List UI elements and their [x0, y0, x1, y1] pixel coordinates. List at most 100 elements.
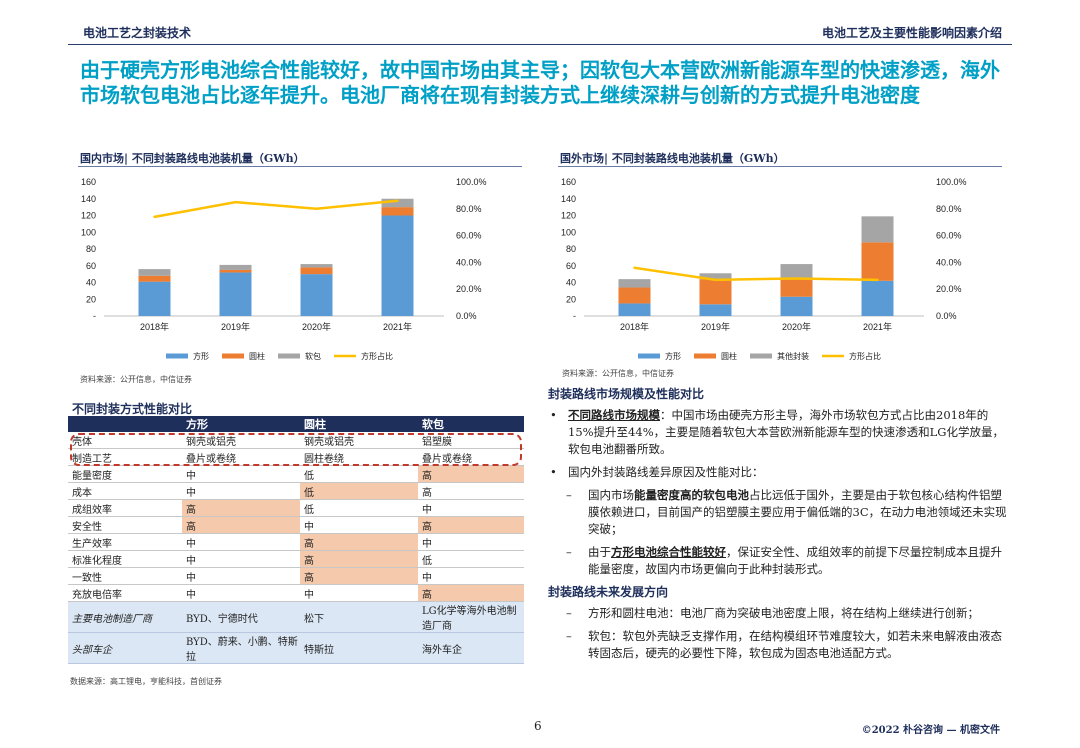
row-label-cell: 一致性 [68, 567, 182, 585]
subpoint-text: 方形和圆柱电池：电池厂商为突破电池密度上限，将在结构上继续进行创新； [588, 606, 979, 620]
y-axis-tick-label: 100 [81, 227, 96, 237]
bar-segment-square [381, 215, 414, 316]
bar-segment-square [861, 280, 894, 316]
text-run: ，保证安全性、成组效率的前提下尽量控制成本且提升能量密度，故国内市场更偏向于此种… [588, 545, 1002, 576]
text-run: 国内外封装路线差异原因及性能对比： [568, 465, 764, 479]
y2-axis-tick-label: 80.0% [936, 204, 962, 214]
legend-swatch [694, 353, 716, 359]
domestic-chart-source: 资料来源：公开信息，中信证券 [80, 375, 192, 384]
table-cell: 钢壳或铝壳 [300, 432, 418, 449]
table-cell: 高 [418, 465, 524, 483]
subpoint-text: 国内市场能量密度高的软包电池占比远低于国外，主要是由于软包核心结构件铝塑膜依赖进… [588, 488, 1007, 536]
y2-axis-tick-label: 0.0% [456, 311, 477, 321]
page-number: 6 [534, 719, 542, 733]
bullet-text: 国内外封装路线差异原因及性能对比： [568, 465, 764, 479]
header-section-title: 电池工艺之封装技术 [83, 26, 192, 40]
share-line-point [396, 199, 399, 202]
dash-marker: – [566, 629, 572, 643]
legend-swatch [166, 353, 188, 359]
y-axis-tick-label: 140 [81, 194, 96, 204]
bar-segment-cylinder [618, 287, 651, 304]
y-axis-tick-label: 120 [561, 211, 576, 221]
table-cell: 高 [418, 516, 524, 534]
table-cell: 中 [418, 533, 524, 551]
y2-axis-tick-label: 20.0% [456, 284, 482, 294]
y2-axis-tick-label: 60.0% [456, 231, 482, 241]
row-label-cell: 头部车企 [68, 632, 182, 664]
domestic-chart-title: 国内市场| 不同封装路线电池装机量（GWh） [80, 152, 305, 165]
row-label-cell: 充放电倍率 [68, 584, 182, 602]
table-header-cell: 圆柱 [300, 416, 418, 432]
section-heading-future: 封装路线未来发展方向 [548, 585, 669, 599]
bar-segment-cylinder [219, 269, 252, 273]
table-cell: 钢壳或铝壳 [182, 432, 300, 449]
subpoint-text: 由于方形电池综合性能较好，保证安全性、成组效率的前提下尽量控制成本且提升能量密度… [588, 545, 1002, 576]
overseas-chart-source: 资料来源：公开信息，中信证券 [562, 369, 674, 378]
table-cell: 中 [182, 550, 300, 568]
analysis-text-column: 封装路线市场规模及性能对比 • 不同路线市场规模：中国市场由硬壳方形主导，海外市… [548, 386, 1010, 668]
bar-segment-cylinder [138, 275, 171, 282]
table-cell: 中 [300, 516, 418, 534]
table-cell: 中 [182, 482, 300, 500]
table-row: 一致性中高中 [68, 567, 524, 585]
y-axis-tick-label: - [93, 311, 96, 321]
share-line-point [153, 215, 156, 219]
table-cell: 中 [182, 465, 300, 483]
y-axis-tick-label: 20 [566, 294, 576, 304]
table-row: 壳体 钢壳或铝壳 钢壳或铝壳 铝塑膜 [68, 432, 524, 449]
bar-segment-square [138, 281, 171, 316]
y-axis-tick-label: 60 [86, 261, 96, 271]
share-line-point [315, 207, 318, 210]
bar-segment-pouch [138, 269, 171, 276]
bar-segment-cylinder [381, 207, 414, 216]
bar-segment-pouch [861, 216, 894, 243]
domestic-installation-chart: 160 140 120 100 80 60 40 20 - 100.0% 80.0% 60.0% 40.… [81, 177, 487, 361]
table-cell: 松下 [300, 601, 418, 633]
subpoint-square-preference: – 由于方形电池综合性能较好，保证安全性、成组效率的前提下尽量控制成本且提升能量… [548, 544, 1010, 578]
subpoint-pouch-future: – 软包：软包外壳缺乏支撑作用，在结构模组环节难度较大，如若未来电解液由液态转固… [548, 628, 1010, 662]
table-cell: 高 [182, 499, 300, 517]
table-cell: 铝塑膜 [418, 432, 524, 449]
bar-segment-pouch [381, 198, 414, 208]
x-axis-tick-label: 2018年 [140, 321, 169, 332]
text-run: ：中国市场由硬壳方形主导，海外市场软包方式占比由2018年的15%提升至44%，… [568, 408, 1004, 456]
bar-segment-cylinder [780, 278, 813, 297]
table-cell: 中 [418, 567, 524, 585]
y-axis-tick-label: 100 [561, 227, 576, 237]
table-cell: 海外车企 [418, 632, 524, 664]
row-label-cell: 成本 [68, 482, 182, 500]
y2-axis-tick-label: 20.0% [936, 284, 962, 294]
text-run: 由于 [588, 545, 611, 559]
row-label-cell: 生产效率 [68, 533, 182, 551]
table-cell: BYD、宁德时代 [182, 601, 300, 633]
y2-axis-tick-label: 40.0% [456, 257, 482, 267]
bullet-marker: • [550, 465, 557, 479]
emphasis-text: 不同路线市场规模 [568, 408, 660, 422]
table-cell: 中 [182, 533, 300, 551]
table-cell: 低 [300, 482, 418, 500]
share-line-point [795, 277, 798, 280]
share-line-point [714, 278, 717, 282]
table-header-cell [68, 416, 182, 432]
table-header-cell: 方形 [182, 416, 300, 432]
table-row: 能量密度中低高 [68, 465, 524, 483]
share-line [634, 266, 878, 282]
table-header-cell: 软包 [418, 416, 524, 432]
table-cell: 高 [182, 516, 300, 534]
legend-label: 软包 [305, 351, 321, 361]
legend-label: 方形占比 [361, 351, 393, 361]
legend-label: 圆柱 [249, 351, 265, 361]
x-axis-tick-label: 2019年 [221, 321, 250, 332]
y-axis-tick-label: 160 [81, 177, 96, 187]
x-axis-tick-label: 2021年 [863, 321, 892, 332]
table-cell: 高 [300, 567, 418, 585]
table-cell: LG化学等海外电池制造厂商 [418, 601, 524, 633]
table-body: 壳体 钢壳或铝壳 钢壳或铝壳 铝塑膜 制造工艺 叠片或卷绕 圆柱卷绕 叠片或卷绕 能量密度中低高… [68, 432, 524, 664]
dash-marker: – [566, 488, 572, 502]
table-row: 成组效率高低中 [68, 499, 524, 517]
packaging-comparison-table: 方形 圆柱 软包 壳体 钢壳或铝壳 钢壳或铝壳 铝塑膜 制造工艺 叠片或卷绕 圆柱卷绕 叠片或… [68, 416, 524, 664]
y-axis-tick-label: 140 [561, 194, 576, 204]
overseas-chart-title: 国外市场| 不同封装路线电池装机量（GWh） [560, 152, 785, 165]
table-cell: BYD、蔚来、小鹏、特斯拉 [182, 632, 300, 664]
bar-segment-square [699, 304, 732, 316]
